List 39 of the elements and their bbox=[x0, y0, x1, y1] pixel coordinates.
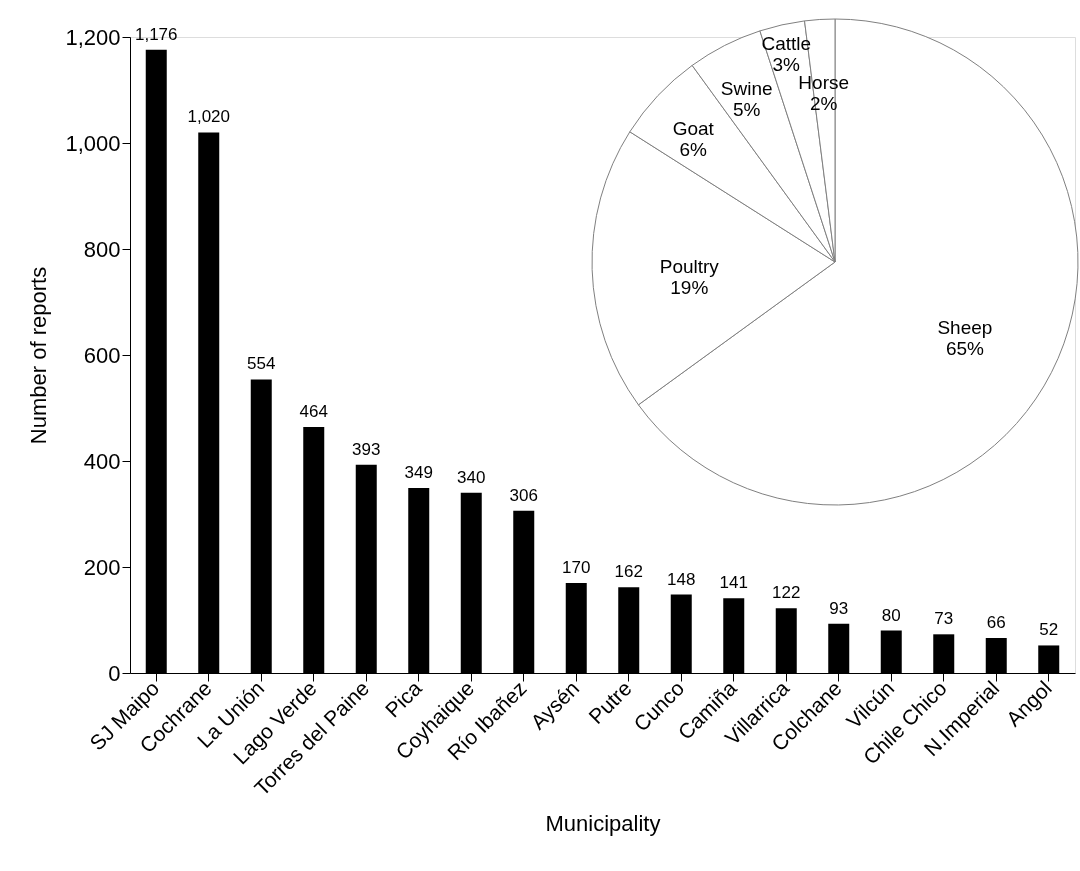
y-tick-label: 600 bbox=[83, 342, 121, 368]
data-label: 141 bbox=[719, 573, 748, 593]
data-label: 5% bbox=[733, 98, 761, 120]
y-tick-label: 200 bbox=[83, 554, 121, 580]
data-label: 349 bbox=[404, 463, 433, 483]
data-label: 19% bbox=[670, 276, 709, 298]
data-label: 464 bbox=[299, 402, 328, 422]
data-label: 66 bbox=[986, 613, 1006, 633]
data-label: 554 bbox=[247, 354, 276, 374]
data-label: 2% bbox=[809, 92, 838, 114]
data-label: 170 bbox=[562, 557, 591, 577]
data-label: 65% bbox=[945, 338, 985, 360]
data-label: 162 bbox=[614, 562, 643, 582]
data-label: 393 bbox=[352, 439, 381, 459]
data-label: 122 bbox=[772, 583, 801, 603]
data-label: 306 bbox=[509, 485, 538, 505]
x-axis-title: Municipality bbox=[545, 810, 661, 836]
y-tick-label: 1,000 bbox=[65, 130, 121, 156]
y-tick-label: 400 bbox=[83, 448, 121, 474]
slice-label: Cattle bbox=[761, 32, 812, 54]
data-label: 93 bbox=[829, 598, 849, 618]
data-label: 1,020 bbox=[187, 107, 231, 127]
data-label: 52 bbox=[1039, 620, 1059, 640]
y-tick-label: 0 bbox=[108, 660, 121, 686]
slice-label: Goat bbox=[672, 117, 715, 139]
slice-label: Sheep bbox=[937, 317, 993, 339]
data-label: 80 bbox=[881, 605, 901, 625]
data-label: 73 bbox=[934, 609, 954, 629]
y-axis-title: Number of reports bbox=[26, 266, 52, 445]
y-tick-label: 1,200 bbox=[65, 24, 121, 50]
y-tick-label: 800 bbox=[83, 236, 121, 262]
data-label: 6% bbox=[679, 138, 708, 160]
data-label: 340 bbox=[457, 467, 486, 487]
slice-label: Swine bbox=[720, 77, 773, 99]
data-label: 148 bbox=[667, 569, 696, 589]
slice-label: Poultry bbox=[659, 255, 720, 277]
slice-label: Horse bbox=[798, 71, 850, 93]
data-label: 3% bbox=[772, 53, 801, 75]
data-label: 1,176 bbox=[134, 24, 178, 44]
